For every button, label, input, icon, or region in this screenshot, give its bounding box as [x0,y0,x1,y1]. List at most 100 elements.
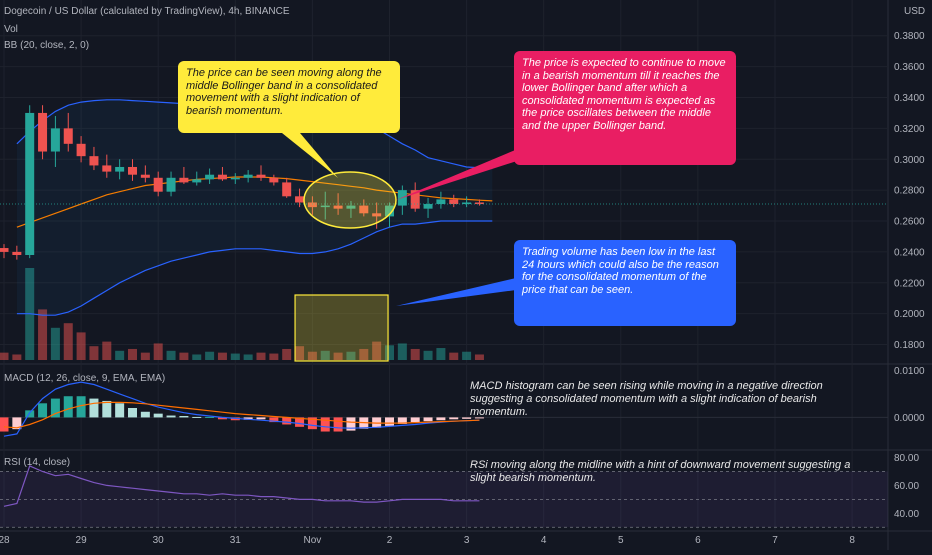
price-tick-label: 0.2200 [894,278,925,289]
time-tick-label: 6 [695,535,701,546]
candle-body[interactable] [38,112,48,152]
macd-histogram-bar [269,417,279,423]
callout-blue[interactable]: Trading volume has been low in the last … [514,240,736,326]
volume-bar [449,352,459,360]
volume-bar [12,354,22,360]
candle-body[interactable] [256,174,266,178]
candle-body[interactable] [140,174,150,178]
candle-body[interactable] [179,177,189,183]
candle-body[interactable] [76,143,86,157]
candle-body[interactable] [269,177,279,183]
candle-body[interactable] [385,205,394,217]
volume-bar [217,352,227,360]
candle-body[interactable] [333,205,343,209]
volume-bar [205,351,215,360]
bollinger-lower-line [16,220,493,316]
candle-body[interactable] [346,205,356,209]
candle-body[interactable] [372,213,382,217]
macd-histogram-bar [346,417,356,431]
candle-body[interactable] [25,112,35,255]
volume-legend[interactable]: Vol [4,24,18,35]
volume-bar [307,351,317,360]
candle-body[interactable] [128,166,137,175]
candle-body[interactable] [462,202,472,205]
macd-legend[interactable]: MACD (12, 26, close, 9, EMA, EMA) [4,373,166,384]
macd-histogram-bar [192,416,202,418]
macd-histogram-bar [320,417,330,432]
candle-body[interactable] [410,190,420,209]
rsi-line [3,465,480,507]
candle-body[interactable] [63,128,73,144]
macd-histogram-bar [0,417,9,432]
candle-body[interactable] [230,177,240,180]
candle-body[interactable] [295,196,305,203]
volume-bar [474,354,484,360]
symbol-title: Dogecoin / US Dollar (calculated by Trad… [4,6,290,17]
callout-yellow[interactable]: The price can be seen moving along the m… [178,61,400,133]
macd-histogram-bar [307,417,317,430]
consolidation-ellipse[interactable] [303,171,397,229]
macd-histogram-bar [474,417,484,419]
volume-bar [230,353,240,360]
time-tick-label: 7 [772,535,778,546]
price-tick-label: 0.3400 [894,93,925,104]
candle-body[interactable] [423,204,433,209]
macd-histogram-bar [410,417,420,423]
volume-bar [462,351,472,360]
candle-body[interactable] [474,202,484,205]
callout-pink[interactable]: The price is expected to continue to mov… [514,51,736,165]
macd-signal-line [3,401,480,429]
volume-highlight-box[interactable] [294,294,389,362]
rsi-legend[interactable]: RSI (14, close) [4,457,71,468]
candle-body[interactable] [0,248,9,252]
candle-body[interactable] [115,166,125,172]
candle-body[interactable] [217,174,227,180]
macd-histogram-bar [76,396,86,418]
macd-note: MACD histogram can be seen rising while … [470,380,823,418]
macd-histogram-bar [166,415,176,418]
macd-histogram-bar [179,416,189,418]
time-tick-label: 5 [618,535,624,546]
time-tick-label: Nov [304,535,322,546]
candle-body[interactable] [449,199,459,205]
candle-body[interactable] [166,177,176,192]
price-tick-label: 0.3200 [894,124,925,135]
macd-tick-label: 0.0000 [894,413,925,424]
candle-body[interactable] [50,128,60,152]
macd-line [3,381,480,437]
candle-body[interactable] [205,174,215,180]
candle-body[interactable] [359,205,369,214]
candle-body[interactable] [153,177,163,192]
candle-body[interactable] [320,205,330,208]
volume-bar [320,350,330,360]
volume-bar [397,343,407,360]
candle-body[interactable] [243,174,253,178]
bollinger-legend[interactable]: BB (20, close, 2, 0) [4,40,90,51]
macd-histogram-bar [115,403,125,418]
volume-bar [295,346,305,360]
macd-histogram-bar [397,417,407,424]
volume-bar [410,348,420,360]
macd-histogram-bar [63,396,73,418]
volume-bar [166,350,176,360]
time-tick-label: 29 [76,535,88,546]
candle-body[interactable] [307,202,317,208]
macd-histogram-bar [295,417,305,427]
candle-body[interactable] [436,199,446,205]
volume-bar [436,348,446,360]
candle-body[interactable] [102,165,112,172]
volume-bar [346,351,356,360]
candle-body[interactable] [89,156,99,166]
macd-histogram-bar [25,410,35,418]
volume-bar [423,350,433,360]
macd-histogram-bar [282,417,292,425]
candle-body[interactable] [192,179,202,183]
candle-body[interactable] [282,182,292,197]
candle-body[interactable] [12,251,22,255]
volume-bar [115,350,125,360]
macd-histogram-bar [436,417,446,421]
time-tick-label: 2 [387,535,393,546]
price-tick-label: 0.2800 [894,186,925,197]
